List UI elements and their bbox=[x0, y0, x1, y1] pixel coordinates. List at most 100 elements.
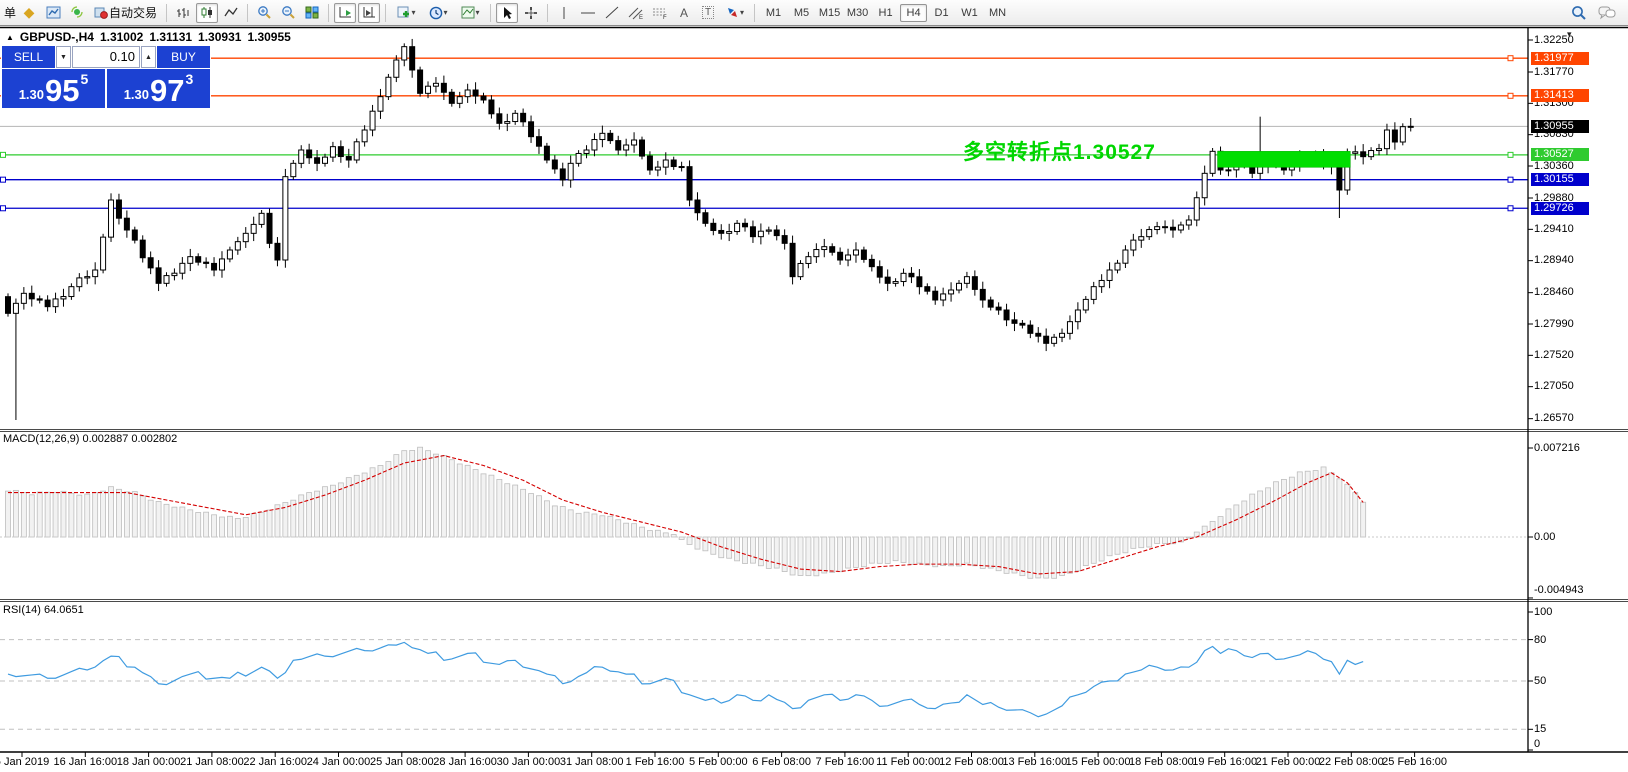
macd-histogram-bar bbox=[528, 493, 534, 538]
vertical-line-tool-icon[interactable] bbox=[553, 3, 575, 23]
toolbar-separator bbox=[166, 3, 168, 22]
candle-body bbox=[329, 146, 336, 158]
trendline-tool-icon[interactable] bbox=[601, 3, 623, 23]
macd-histogram-bar bbox=[361, 472, 368, 538]
add-indicator-icon[interactable]: ▾ bbox=[391, 3, 421, 23]
line-handle[interactable] bbox=[0, 205, 6, 212]
timeframe-d1-button[interactable]: D1 bbox=[934, 6, 949, 19]
template-icon[interactable]: ▾ bbox=[455, 3, 485, 23]
tile-windows-icon[interactable] bbox=[301, 3, 323, 23]
candle-body bbox=[940, 293, 947, 301]
timeframe-h4-button[interactable]: H4 bbox=[900, 3, 928, 22]
candle-body bbox=[734, 222, 741, 233]
timeframe-m1-button[interactable]: M1 bbox=[765, 6, 782, 19]
green-highlight-box[interactable] bbox=[1217, 151, 1351, 168]
candle-body bbox=[36, 298, 43, 301]
macd-histogram-bar bbox=[52, 491, 59, 538]
line-handle[interactable] bbox=[1507, 55, 1514, 62]
macd-histogram-bar bbox=[853, 536, 859, 568]
new-chart-icon[interactable] bbox=[42, 3, 64, 23]
volume-increase-button[interactable]: ▲ bbox=[141, 46, 156, 68]
text-label-tool-icon[interactable]: T bbox=[697, 3, 719, 23]
candle-body bbox=[155, 267, 162, 284]
symbol-period-label: GBPUSD-,H4 bbox=[19, 30, 94, 44]
candle-body bbox=[361, 129, 368, 143]
candle-body bbox=[599, 132, 606, 141]
bar-chart-type-icon[interactable] bbox=[172, 3, 194, 23]
zoom-out-icon[interactable] bbox=[277, 3, 299, 23]
line-handle[interactable] bbox=[0, 176, 6, 183]
timeframe-w1-button[interactable]: W1 bbox=[961, 6, 978, 19]
candlestick-chart-type-icon[interactable] bbox=[196, 2, 219, 23]
line-handle[interactable] bbox=[0, 151, 6, 158]
macd-histogram-bar bbox=[76, 494, 83, 538]
auto-scroll-icon[interactable] bbox=[334, 2, 357, 23]
candle-body bbox=[456, 96, 463, 104]
time-axis-label: 21 Jan 08:00 bbox=[180, 756, 244, 768]
candle-body bbox=[60, 296, 67, 300]
line-handle[interactable] bbox=[1507, 92, 1514, 99]
text-tool-icon[interactable]: A bbox=[680, 5, 689, 20]
pivot-annotation-text[interactable]: 多空转折点1.30527 bbox=[963, 141, 1156, 164]
time-axis-label: 13 Feb 16:00 bbox=[1002, 756, 1068, 768]
candle-body bbox=[163, 275, 170, 284]
macd-histogram-bar bbox=[108, 486, 114, 538]
candle-body bbox=[1035, 332, 1042, 337]
search-icon[interactable] bbox=[1568, 3, 1590, 23]
volume-input[interactable]: 0.10 bbox=[72, 46, 140, 68]
periods-clock-icon[interactable]: ▾ bbox=[423, 3, 453, 23]
time-axis-label: 1 Feb 16:00 bbox=[625, 756, 685, 768]
timeframe-m5-button[interactable]: M5 bbox=[793, 6, 810, 19]
equidistant-channel-tool-icon[interactable]: E bbox=[625, 3, 647, 23]
line-chart-type-icon[interactable] bbox=[220, 3, 242, 23]
macd-histogram-bar bbox=[916, 536, 923, 564]
macd-histogram-bar bbox=[654, 529, 661, 538]
axis-context-arrow-icon[interactable]: ▾ bbox=[1567, 29, 1572, 39]
line-handle[interactable] bbox=[1507, 176, 1514, 183]
price-axis-tick-label: 1.27520 bbox=[1534, 348, 1574, 361]
candle-body bbox=[1336, 166, 1343, 191]
sell-price-display[interactable]: 1.30 95 5 bbox=[2, 69, 105, 108]
buy-price-display[interactable]: 1.30 97 3 bbox=[107, 69, 210, 108]
sell-button[interactable]: SELL bbox=[2, 46, 55, 68]
chart-shift-icon[interactable] bbox=[358, 2, 381, 23]
timeframe-m15-button[interactable]: M15 bbox=[818, 6, 841, 19]
macd-histogram-bar bbox=[1312, 470, 1319, 538]
price-axis-tick-label: 1.26570 bbox=[1534, 412, 1574, 425]
timeframe-m30-button[interactable]: M30 bbox=[846, 6, 869, 19]
signal-icon[interactable] bbox=[66, 3, 88, 23]
macd-histogram-bar bbox=[821, 536, 828, 574]
arrows-tool-icon[interactable]: ▾ bbox=[721, 3, 749, 23]
macd-histogram-bar bbox=[496, 479, 503, 538]
macd-histogram-bar bbox=[369, 467, 376, 538]
autotrade-icon[interactable]: 自动交易 bbox=[90, 3, 161, 23]
dropdown-caret: ▾ bbox=[740, 7, 745, 17]
rsi-axis-label: 0 bbox=[1534, 738, 1541, 750]
candle-body bbox=[1051, 336, 1058, 344]
zoom-in-icon[interactable] bbox=[253, 3, 275, 23]
candle-body bbox=[92, 269, 99, 278]
volume-decrease-button[interactable]: ▼ bbox=[56, 46, 71, 68]
macd-histogram-bar bbox=[845, 536, 851, 569]
crosshair-icon[interactable] bbox=[520, 3, 542, 23]
horizontal-line-tool-icon[interactable] bbox=[577, 3, 599, 23]
fibonacci-tool-icon[interactable]: F bbox=[649, 3, 671, 23]
macd-histogram-bar bbox=[1162, 536, 1168, 544]
gold-icon[interactable]: ◆ bbox=[23, 4, 35, 20]
candle-body bbox=[749, 226, 756, 238]
candle-body bbox=[52, 298, 59, 308]
line-handle[interactable] bbox=[1507, 151, 1514, 158]
candle-body bbox=[1059, 332, 1066, 338]
collapse-arrow-icon[interactable]: ▲ bbox=[6, 32, 14, 42]
candle-body bbox=[932, 290, 939, 301]
new-order-label[interactable]: 单 bbox=[4, 6, 17, 20]
buy-button[interactable]: BUY bbox=[157, 46, 210, 68]
chat-icon[interactable] bbox=[1596, 3, 1618, 23]
line-handle[interactable] bbox=[1507, 205, 1514, 212]
price-axis-tick-label: 1.28940 bbox=[1534, 254, 1574, 267]
timeframe-h1-button[interactable]: H1 bbox=[878, 6, 893, 19]
timeframe-mn-button[interactable]: MN bbox=[988, 6, 1007, 19]
candle-body bbox=[1368, 150, 1375, 158]
cursor-icon[interactable] bbox=[496, 2, 519, 23]
